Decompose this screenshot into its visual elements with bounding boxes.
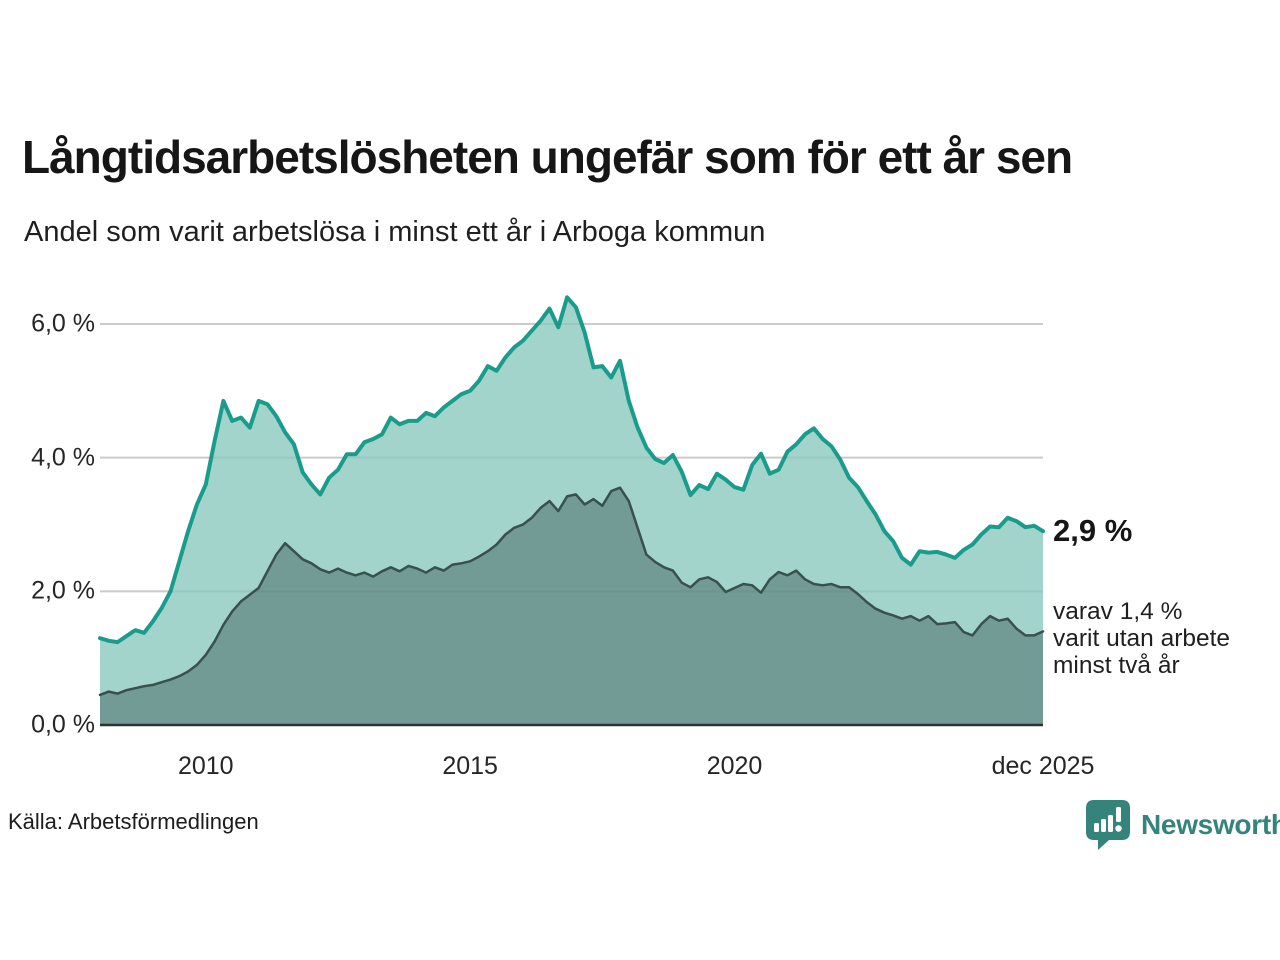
- brand-name: Newsworthy: [1141, 809, 1280, 840]
- breakdown-line-2: varit utan arbete: [1053, 625, 1231, 652]
- y-axis-tick-0: 0,0 %: [31, 710, 95, 739]
- newsworthy-brand: Newsworthy: [1085, 799, 1280, 851]
- x-axis-tick-dec-2025: dec 2025: [991, 752, 1095, 780]
- x-axis-tick-2020: 2020: [706, 752, 763, 780]
- page-subtitle: Andel som varit arbetslösa i minst ett å…: [24, 216, 766, 248]
- y-axis-tick-4: 4,0 %: [31, 443, 95, 472]
- breakdown-line-3: minst två år: [1053, 652, 1180, 679]
- x-axis-tick-2010: 2010: [177, 752, 234, 780]
- y-axis-tick-6: 6,0 %: [31, 309, 95, 338]
- source-attribution: Källa: Arbetsförmedlingen: [8, 809, 259, 834]
- newsworthy-logo-icon: [1086, 800, 1130, 850]
- x-axis-tick-2015: 2015: [442, 752, 498, 780]
- breakdown-annotation: varav 1,4 % varit utan arbete minst två …: [1053, 598, 1230, 679]
- breakdown-line-1: varav 1,4 %: [1053, 598, 1183, 625]
- page-title: Långtidsarbetslösheten ungefär som för e…: [22, 131, 1073, 183]
- latest-value-label: 2,9 %: [1053, 513, 1133, 548]
- y-axis-tick-2: 2,0 %: [31, 576, 95, 605]
